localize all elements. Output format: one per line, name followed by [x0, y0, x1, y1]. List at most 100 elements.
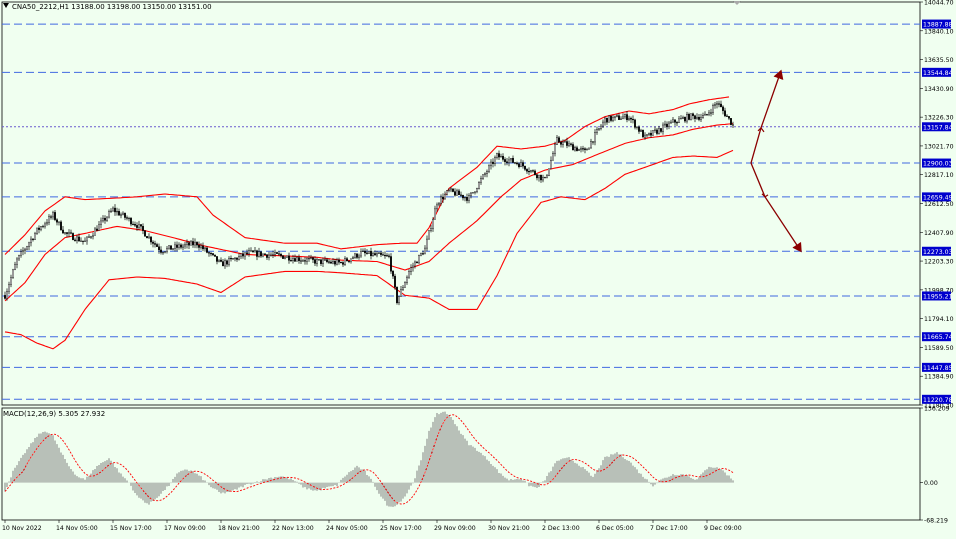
candle-body: [260, 251, 262, 257]
candle-body: [30, 238, 32, 244]
current-price-label: 13157.84: [923, 124, 953, 131]
candle-body: [674, 119, 676, 123]
candle-body: [56, 219, 58, 223]
candle-body: [568, 143, 570, 146]
candle-body: [372, 253, 374, 257]
candle-body: [574, 147, 576, 151]
macd-histogram: [4, 411, 734, 507]
candle-body: [112, 207, 114, 212]
macd-tick-label: -68.219: [924, 518, 948, 525]
candle-body: [334, 260, 336, 265]
candle-body: [172, 248, 174, 250]
scroll-marker-icon[interactable]: [733, 1, 741, 5]
candle-body: [180, 244, 182, 248]
candle-body: [456, 190, 458, 196]
candle-body: [234, 257, 236, 260]
time-tick-label: 22 Nov 13:00: [272, 525, 314, 532]
candle-body: [52, 212, 54, 218]
candle-body: [18, 255, 20, 260]
candle-body: [726, 115, 728, 117]
candle-body: [258, 251, 260, 257]
candle-body: [10, 277, 12, 285]
candle-body: [324, 259, 326, 261]
forecast-arrow-mid-head: [761, 193, 769, 198]
candle-body: [248, 250, 250, 255]
candle-body: [640, 130, 642, 132]
candle-body: [450, 188, 452, 191]
time-tick-label: 7 Dec 17:00: [650, 525, 688, 532]
candle-body: [650, 132, 652, 136]
candle-body: [570, 143, 572, 145]
candle-body: [664, 123, 666, 126]
candle-body: [430, 228, 432, 231]
level-label: 11220.78: [923, 397, 953, 404]
candle-body: [176, 244, 178, 248]
level-label-box: [922, 332, 951, 342]
candle-body: [4, 295, 6, 299]
candle-body: [672, 119, 674, 123]
candle-body: [526, 169, 528, 172]
candle-body: [106, 216, 108, 221]
candle-body: [722, 106, 724, 111]
candle-body: [482, 174, 484, 179]
candle-body: [698, 116, 700, 120]
candle-body: [542, 177, 544, 181]
candle-body: [198, 244, 200, 248]
candle-body: [410, 267, 412, 272]
candle-body: [266, 254, 268, 258]
candle-body: [452, 188, 454, 192]
candle-body: [186, 242, 188, 245]
candle-body: [466, 197, 468, 201]
level-label: 11447.85: [923, 365, 953, 372]
candle-body: [194, 241, 196, 246]
candle-body: [520, 162, 522, 168]
candle-body: [44, 223, 46, 227]
candle-body: [340, 261, 342, 264]
candle-body: [142, 226, 144, 231]
candle-body: [124, 212, 126, 218]
candle-body: [286, 255, 288, 258]
candle-body: [612, 117, 614, 121]
candle-body: [464, 197, 466, 199]
candle-body: [330, 261, 332, 264]
level-label: 11955.21: [923, 293, 953, 300]
candle-body: [304, 260, 306, 262]
candle-body: [436, 204, 438, 210]
macd-signal: [4, 414, 734, 505]
candle-body: [88, 236, 90, 238]
candle-body: [502, 156, 504, 160]
candle-body: [86, 236, 88, 242]
candle-body: [662, 124, 664, 132]
candle-body: [236, 257, 238, 260]
candle-body: [396, 287, 398, 304]
candle-body: [386, 255, 388, 257]
candle-body: [712, 105, 714, 113]
candle-body: [90, 236, 92, 238]
candle-body: [420, 253, 422, 256]
level-label: 12900.03: [923, 161, 953, 168]
chart-menu-triangle-icon[interactable]: [3, 3, 9, 8]
price-tick-label: 13021.70: [924, 143, 954, 150]
candle-body: [480, 178, 482, 183]
candle-body: [348, 260, 350, 262]
candle-body: [632, 118, 634, 121]
time-tick-label: 24 Nov 05:00: [326, 525, 368, 532]
candle-body: [84, 240, 86, 242]
candle-body: [378, 252, 380, 254]
candle-body: [132, 223, 134, 225]
price-tick-label: 11589.50: [924, 345, 954, 352]
candle-body: [314, 259, 316, 264]
candle-body: [584, 148, 586, 150]
level-label-box: [922, 158, 951, 168]
candle-body: [644, 134, 646, 138]
price-tick-label: 13430.90: [924, 86, 954, 93]
price-tick-label: 11998.70: [924, 287, 954, 294]
candle-body: [152, 241, 154, 244]
candle-body: [448, 189, 450, 191]
candle-body: [524, 165, 526, 170]
candle-body: [62, 229, 64, 234]
candle-body: [630, 117, 632, 120]
level-label-box: [922, 192, 951, 202]
candle-body: [346, 258, 348, 262]
level-labels: 13887.88 13544.84 12900.03 12659.49 12273.03…: [922, 19, 953, 404]
